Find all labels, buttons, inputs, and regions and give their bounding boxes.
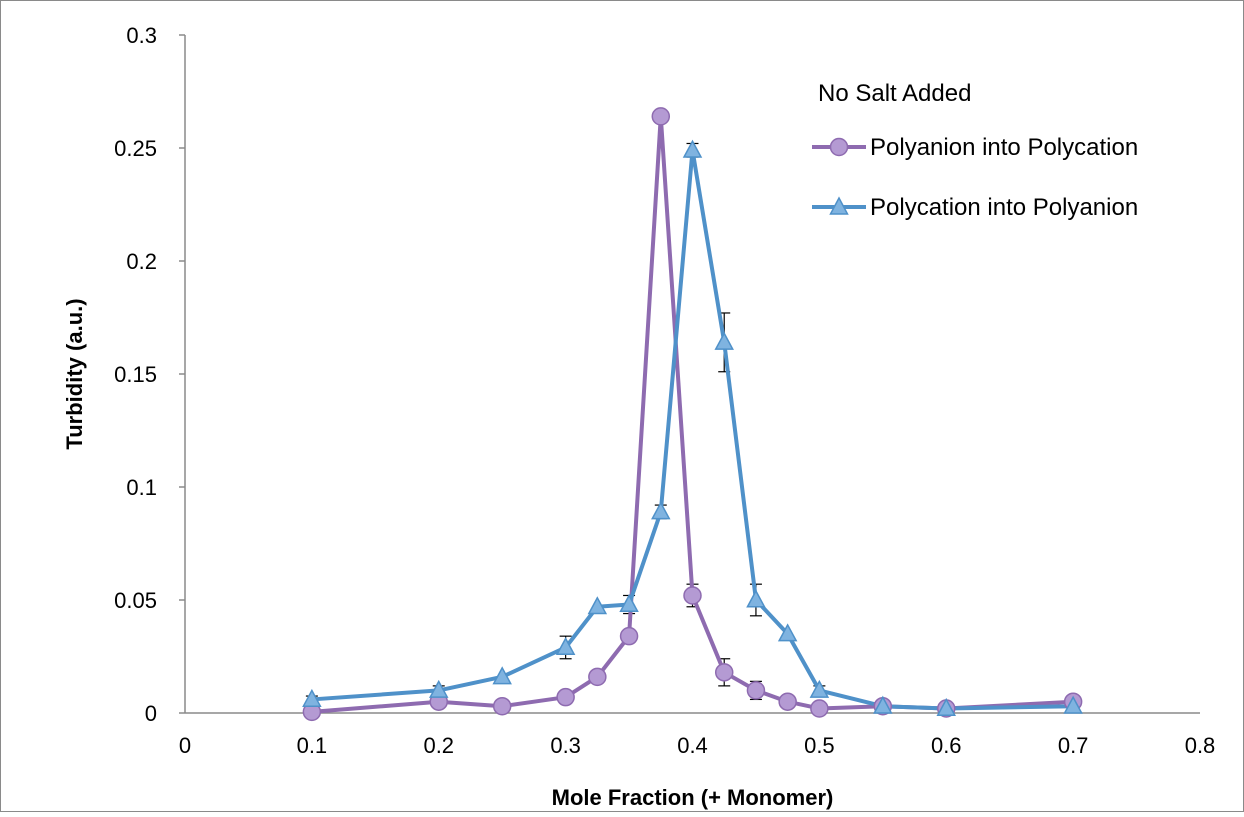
x-tick-label: 0.1 xyxy=(297,733,328,758)
x-tick-label: 0.2 xyxy=(423,733,454,758)
y-tick-label: 0.2 xyxy=(126,249,157,274)
legend-swatch-triangle xyxy=(829,196,849,215)
y-tick-label: 0 xyxy=(145,701,157,726)
x-tick-label: 0.7 xyxy=(1058,733,1089,758)
data-point-circle xyxy=(746,681,766,700)
legend-label: Polycation into Polyanion xyxy=(870,194,1138,221)
x-tick-label: 0.8 xyxy=(1185,733,1216,758)
x-tick-label: 0.4 xyxy=(677,733,708,758)
x-tick-label: 0 xyxy=(179,733,191,758)
data-point-triangle xyxy=(809,679,830,698)
y-axis-title: Turbidity (a.u.) xyxy=(62,298,87,449)
data-point-triangle xyxy=(555,636,576,655)
legend: No Salt Added Polyanion into PolycationP… xyxy=(812,80,1138,221)
data-point-circle xyxy=(492,696,512,716)
y-tick-label: 0.1 xyxy=(126,475,157,500)
data-point-circle xyxy=(778,692,797,711)
data-point-triangle xyxy=(651,501,671,520)
y-tick-label: 0.05 xyxy=(114,588,157,613)
data-point-circle xyxy=(651,107,671,126)
x-tick-label: 0.5 xyxy=(804,733,835,758)
y-tick-label: 0.25 xyxy=(114,136,157,161)
data-point-circle xyxy=(588,667,607,687)
y-tick-label: 0.15 xyxy=(114,362,157,387)
legend-swatch-circle xyxy=(829,137,849,157)
legend-items: Polyanion into Polycation Polycation into… xyxy=(812,134,1138,221)
legend-label: Polyanion into Polycation xyxy=(870,134,1138,161)
data-point-circle xyxy=(810,699,829,718)
x-axis-title: Mole Fraction (+ Monomer) xyxy=(552,785,834,810)
data-point-circle xyxy=(714,663,734,682)
data-point-triangle xyxy=(873,695,893,714)
data-point-triangle xyxy=(1063,695,1083,714)
legend-title: No Salt Added xyxy=(818,80,971,107)
data-point-circle xyxy=(619,626,639,646)
data-point-circle xyxy=(683,586,702,605)
data-point-triangle xyxy=(302,688,322,707)
data-point-triangle xyxy=(746,589,766,608)
data-point-triangle xyxy=(587,596,608,615)
data-point-triangle xyxy=(714,331,734,350)
data-point-triangle xyxy=(777,623,798,642)
data-point-triangle xyxy=(428,679,449,698)
axes: 0 0.1 0.2 0.3 0.4 0.5 0.6 0.7 0.8 0 0.05 0.1 0.15 0.2… xyxy=(114,23,1215,758)
data-point-circle xyxy=(556,687,575,707)
x-tick-label: 0.3 xyxy=(550,733,581,758)
data-point-triangle xyxy=(936,697,957,716)
data-point-triangle xyxy=(492,666,512,685)
y-tick-label: 0.3 xyxy=(126,23,157,48)
data-point-triangle xyxy=(682,139,703,158)
series-markers xyxy=(302,107,1083,722)
x-tick-label: 0.6 xyxy=(931,733,962,758)
data-point-triangle xyxy=(619,593,639,613)
